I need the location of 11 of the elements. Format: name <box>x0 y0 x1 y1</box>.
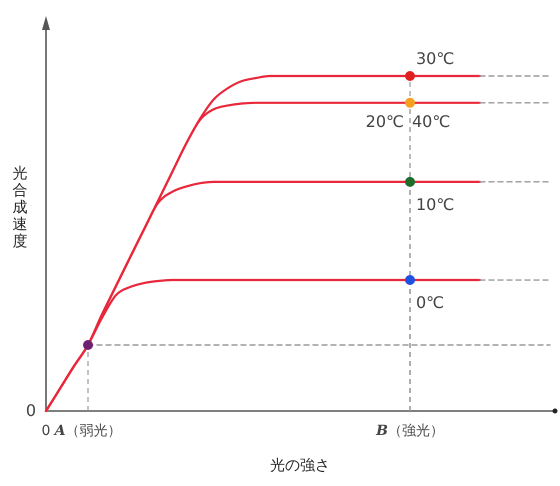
text: 30℃ <box>416 49 454 68</box>
annotation: 0℃ <box>416 293 444 312</box>
x-axis-title: 光の強さ <box>270 456 330 474</box>
text: 0 <box>26 401 36 420</box>
annotation: 20℃ <box>366 112 404 131</box>
x-tick-label: A（弱光） <box>52 423 122 439</box>
x-tick-label: B（強光） <box>375 423 444 439</box>
annotation: 40℃ <box>412 112 450 131</box>
annotation: 10℃ <box>416 194 454 214</box>
y-axis-title: 光合成速度 <box>12 164 28 250</box>
x-tick-label: 0 <box>42 423 50 439</box>
